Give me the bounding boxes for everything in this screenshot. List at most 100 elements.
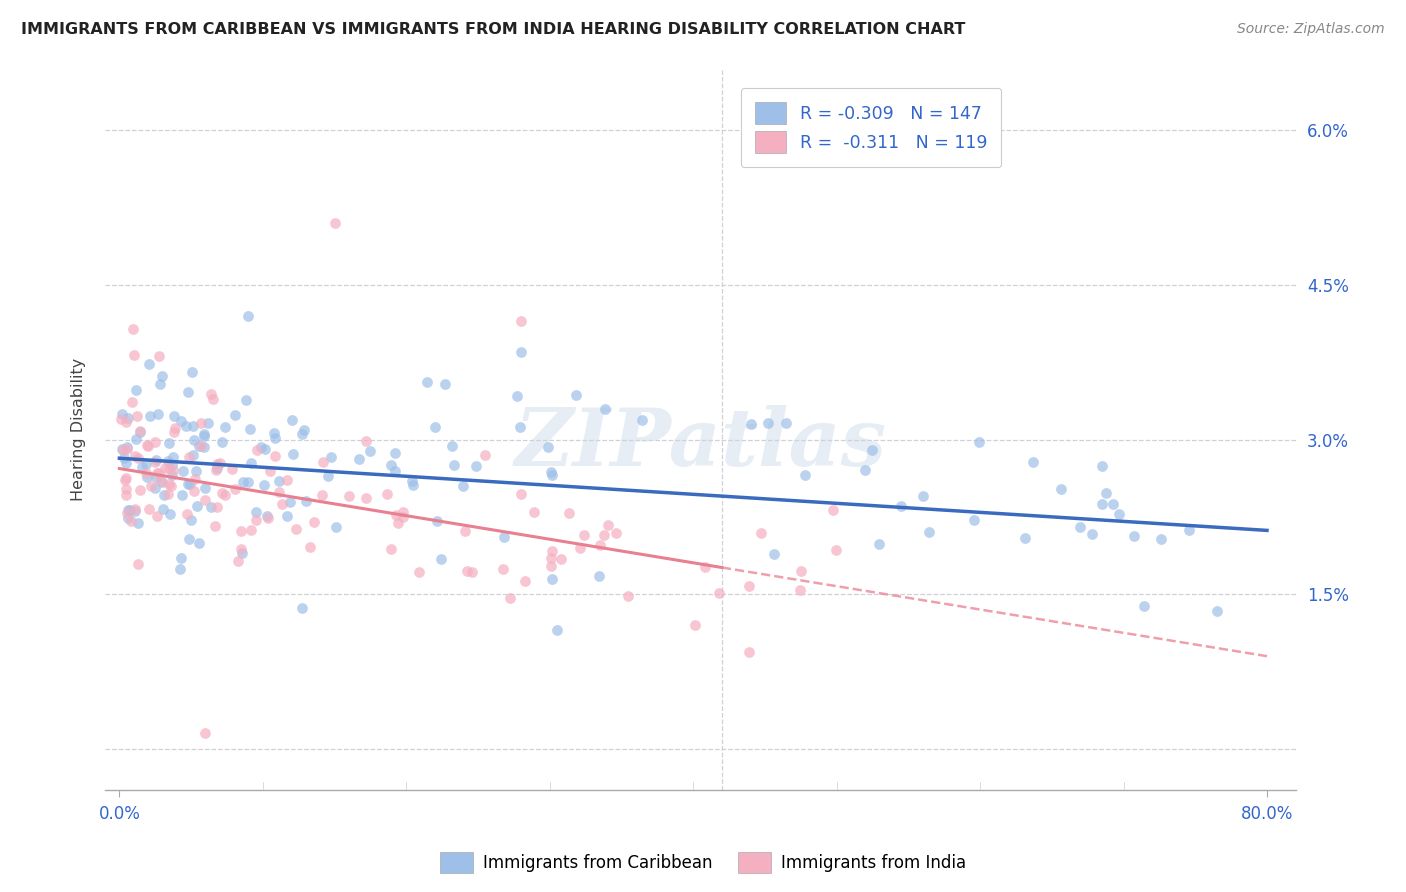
- Point: [453, 479, 475, 493]
- Point: [384, 464, 406, 478]
- Point: [319, 450, 342, 464]
- Text: IMMIGRANTS FROM CARIBBEAN VS IMMIGRANTS FROM INDIA HEARING DISABILITY CORRELATIO: IMMIGRANTS FROM CARIBBEAN VS IMMIGRANTS …: [21, 22, 966, 37]
- Point: [145, 469, 167, 483]
- Point: [224, 482, 246, 496]
- Point: [311, 455, 333, 469]
- Point: [176, 384, 198, 399]
- Point: [253, 478, 276, 492]
- Point: [136, 438, 159, 452]
- Point: [263, 425, 285, 440]
- Point: [492, 529, 515, 543]
- Point: [214, 488, 236, 502]
- Point: [380, 458, 402, 473]
- Point: [377, 486, 399, 500]
- Point: [325, 520, 347, 534]
- Point: [148, 466, 170, 480]
- Point: [565, 388, 588, 402]
- Point: [259, 464, 281, 478]
- Point: [162, 458, 184, 473]
- Point: [231, 524, 253, 539]
- Point: [1108, 507, 1130, 521]
- Point: [117, 503, 139, 517]
- Point: [120, 503, 142, 517]
- Point: [163, 421, 186, 435]
- Point: [197, 417, 219, 431]
- Point: [749, 525, 772, 540]
- Point: [492, 562, 515, 576]
- Point: [183, 448, 205, 462]
- Point: [540, 550, 562, 565]
- Point: [387, 516, 409, 530]
- Point: [162, 463, 184, 477]
- Point: [239, 422, 262, 436]
- Point: [245, 513, 267, 527]
- Point: [593, 528, 616, 542]
- Point: [316, 469, 339, 483]
- Point: [235, 392, 257, 407]
- Point: [208, 456, 231, 470]
- Point: [186, 499, 208, 513]
- Point: [127, 557, 149, 571]
- Point: [683, 617, 706, 632]
- Point: [115, 506, 138, 520]
- Point: [509, 487, 531, 501]
- Point: [299, 541, 322, 555]
- Point: [1133, 599, 1156, 613]
- Point: [114, 487, 136, 501]
- Point: [756, 417, 779, 431]
- Point: [200, 500, 222, 515]
- Point: [541, 572, 564, 586]
- Point: [146, 466, 169, 480]
- Point: [868, 537, 890, 551]
- Y-axis label: Hearing Disability: Hearing Disability: [72, 358, 86, 501]
- Point: [194, 482, 217, 496]
- Point: [254, 442, 277, 456]
- Point: [207, 500, 229, 515]
- Point: [596, 517, 619, 532]
- Point: [201, 392, 224, 406]
- Point: [347, 452, 370, 467]
- Point: [139, 409, 162, 423]
- Point: [221, 462, 243, 476]
- Point: [790, 565, 813, 579]
- Point: [499, 591, 522, 606]
- Point: [1150, 532, 1173, 546]
- Point: [190, 439, 212, 453]
- Point: [159, 507, 181, 521]
- Point: [117, 511, 139, 525]
- Point: [231, 546, 253, 560]
- Point: [115, 471, 138, 485]
- Point: [429, 551, 451, 566]
- Point: [181, 419, 204, 434]
- Point: [179, 476, 201, 491]
- Point: [157, 476, 180, 491]
- Point: [1091, 497, 1114, 511]
- Point: [204, 519, 226, 533]
- Point: [738, 645, 761, 659]
- Point: [426, 514, 449, 528]
- Point: [176, 508, 198, 522]
- Point: [184, 471, 207, 485]
- Point: [115, 442, 138, 456]
- Point: [267, 474, 290, 488]
- Point: [380, 542, 402, 557]
- Point: [860, 443, 883, 458]
- Point: [135, 470, 157, 484]
- Point: [205, 463, 228, 477]
- Point: [115, 440, 138, 454]
- Point: [295, 494, 318, 508]
- Point: [240, 456, 263, 470]
- Point: [129, 424, 152, 438]
- Point: [285, 522, 308, 536]
- Point: [1206, 604, 1229, 618]
- Point: [174, 419, 197, 434]
- Point: [763, 547, 786, 561]
- Point: [226, 554, 249, 568]
- Point: [246, 442, 269, 457]
- Point: [136, 439, 159, 453]
- Point: [354, 491, 377, 505]
- Point: [292, 424, 315, 438]
- Point: [460, 565, 482, 579]
- Point: [505, 389, 527, 403]
- Point: [180, 365, 202, 379]
